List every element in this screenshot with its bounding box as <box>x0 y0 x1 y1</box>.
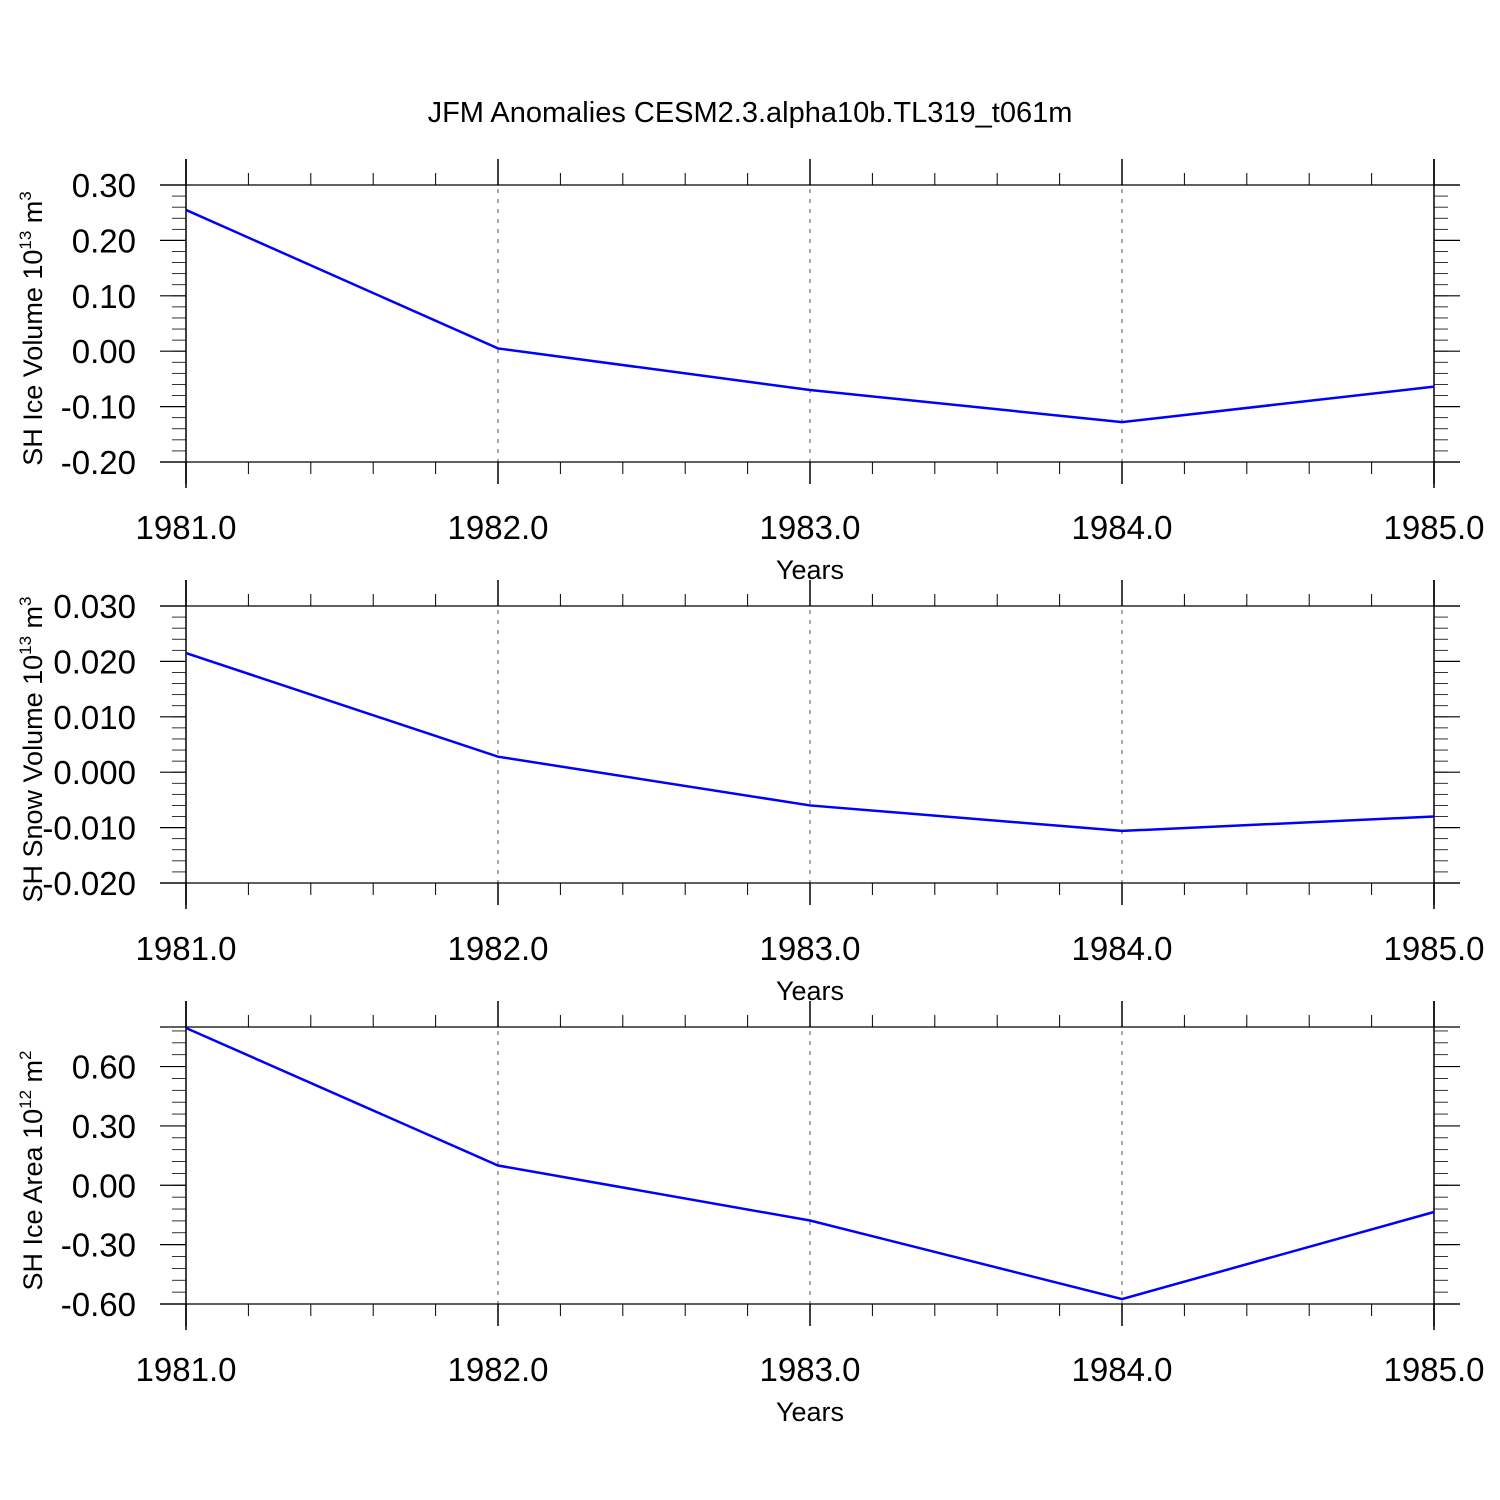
x-tick-label: 1985.0 <box>1384 930 1485 967</box>
x-tick-label: 1984.0 <box>1072 930 1173 967</box>
x-tick-label: 1981.0 <box>136 509 237 546</box>
y-tick-label: -0.20 <box>61 444 136 481</box>
x-tick-label: 1983.0 <box>760 1351 861 1388</box>
y-tick-label: -0.10 <box>61 389 136 426</box>
y-tick-label: 0.00 <box>72 333 136 370</box>
x-tick-label: 1983.0 <box>760 509 861 546</box>
y-tick-label: 0.60 <box>72 1049 136 1086</box>
y-tick-label: -0.30 <box>61 1227 136 1264</box>
y-tick-label: 0.10 <box>72 278 136 315</box>
y-tick-label: -0.60 <box>61 1286 136 1323</box>
x-tick-label: 1982.0 <box>448 930 549 967</box>
x-tick-label: 1984.0 <box>1072 509 1173 546</box>
y-tick-label: 0.020 <box>53 643 136 680</box>
x-tick-label: 1985.0 <box>1384 509 1485 546</box>
x-tick-label: 1982.0 <box>448 509 549 546</box>
y-tick-label: 0.030 <box>53 588 136 625</box>
x-tick-label: 1985.0 <box>1384 1351 1485 1388</box>
x-tick-label: 1984.0 <box>1072 1351 1173 1388</box>
x-tick-label: 1981.0 <box>136 930 237 967</box>
x-tick-label: 1981.0 <box>136 1351 237 1388</box>
y-tick-label: 0.20 <box>72 222 136 259</box>
x-tick-label: 1982.0 <box>448 1351 549 1388</box>
y-axis-title: SH Ice Area 1012 m2 <box>16 1051 48 1291</box>
y-axis-title: SH Ice Volume 1013 m3 <box>16 191 48 466</box>
chart-title: JFM Anomalies CESM2.3.alpha10b.TL319_t06… <box>428 97 1073 129</box>
y-tick-label: -0.020 <box>42 865 136 902</box>
y-tick-label: 0.000 <box>53 754 136 791</box>
y-tick-label: 0.00 <box>72 1167 136 1204</box>
y-tick-label: -0.010 <box>42 810 136 847</box>
x-axis-title: Years <box>776 1397 844 1427</box>
y-tick-label: 0.30 <box>72 1108 136 1145</box>
y-tick-label: 0.30 <box>72 167 136 204</box>
x-tick-label: 1983.0 <box>760 930 861 967</box>
y-axis-title: SH Snow Volume 1013 m3 <box>16 596 48 902</box>
y-tick-label: 0.010 <box>53 699 136 736</box>
